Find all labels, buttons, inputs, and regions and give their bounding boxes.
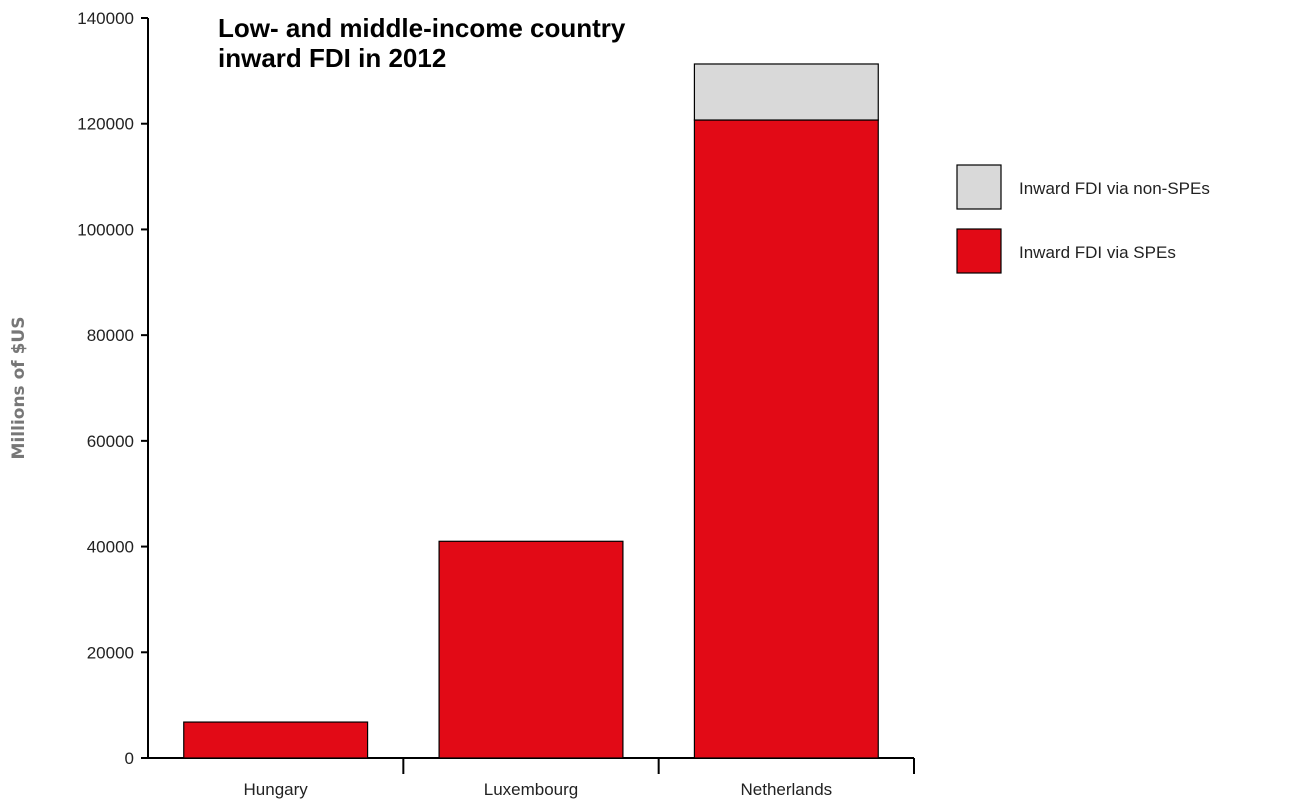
bar-hungary-spes <box>183 721 369 759</box>
y-tick-label: 100000 <box>77 220 134 239</box>
y-tick-label: 60000 <box>87 432 134 451</box>
plot-area: 0 20000 40000 60000 80000 100000 120000 140000 H… <box>77 9 915 799</box>
y-tick-label: 20000 <box>87 643 134 662</box>
legend: Inward FDI via non-SPEs Inward FDI via SP… <box>956 164 1210 274</box>
x-tick-label: Netherlands <box>740 780 832 799</box>
legend-swatch <box>956 228 1002 274</box>
y-tick-label: 80000 <box>87 326 134 345</box>
legend-swatch <box>956 164 1002 210</box>
y-tick-label: 40000 <box>87 538 134 557</box>
legend-label: Inward FDI via SPEs <box>1019 243 1176 262</box>
chart-title-line-2: inward FDI in 2012 <box>218 43 446 73</box>
chart-title-line-1: Low- and middle-income country <box>218 13 626 43</box>
y-tick-label: 140000 <box>77 9 134 28</box>
x-tick-label: Luxembourg <box>484 780 579 799</box>
bar-netherlands-non-spes <box>693 63 879 121</box>
x-tick-label: Hungary <box>244 780 309 799</box>
legend-label: Inward FDI via non-SPEs <box>1019 179 1210 198</box>
bar-luxembourg-spes <box>438 540 624 759</box>
y-tick-label: 0 <box>125 749 134 768</box>
bar-netherlands-spes <box>693 119 879 759</box>
y-axis-label: Millions of $US <box>9 317 29 460</box>
y-tick-label: 120000 <box>77 115 134 134</box>
